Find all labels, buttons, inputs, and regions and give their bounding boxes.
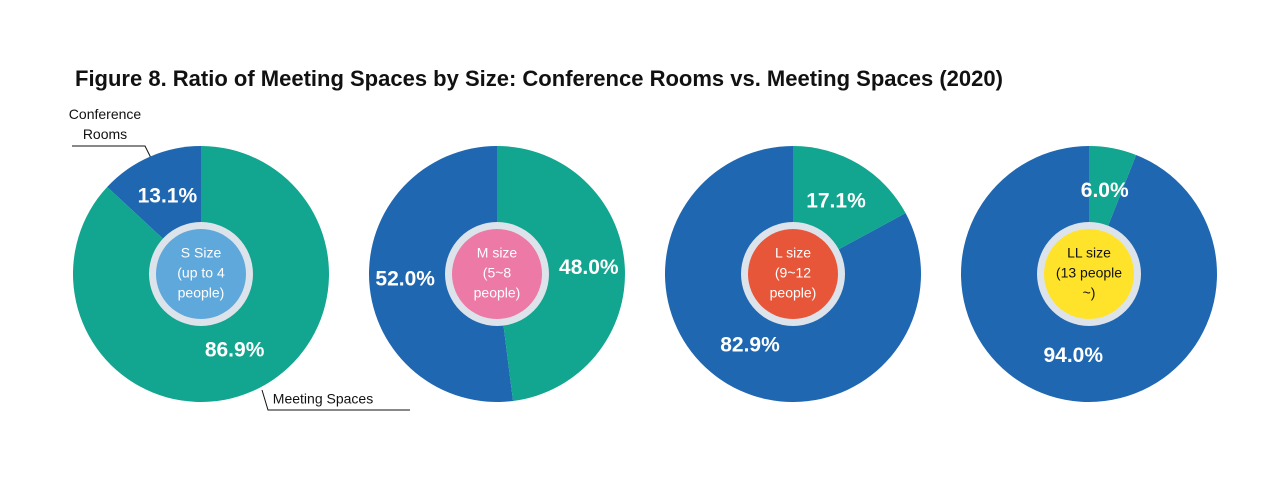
center-label: people) <box>474 285 521 301</box>
value-label: 13.1% <box>138 185 198 208</box>
category-annotation: Meeting Spaces <box>273 391 373 407</box>
annotation-leader <box>72 145 153 161</box>
value-label: 17.1% <box>806 189 866 212</box>
center-label: L size <box>775 245 811 261</box>
value-label: 86.9% <box>205 339 265 362</box>
center-label: (9~12 <box>775 265 811 281</box>
annotation-line: Rooms <box>83 126 127 142</box>
pie-slice <box>369 146 514 402</box>
value-label: 52.0% <box>375 267 435 290</box>
center-label: (5~8 <box>483 265 512 281</box>
center-label: LL size <box>1067 245 1111 261</box>
center-label: S Size <box>181 245 222 261</box>
center-disc <box>748 229 838 319</box>
value-label: 82.9% <box>720 334 780 357</box>
center-disc <box>452 229 542 319</box>
center-label: (up to 4 <box>177 265 225 281</box>
center-label: people) <box>178 285 225 301</box>
center-label: people) <box>770 285 817 301</box>
value-label: 6.0% <box>1081 179 1129 202</box>
value-label: 48.0% <box>559 256 619 279</box>
center-disc <box>156 229 246 319</box>
annotation-leader <box>261 389 410 411</box>
center-disc <box>1044 229 1134 319</box>
center-label: (13 people <box>1056 265 1122 281</box>
chart-title: Figure 8. Ratio of Meeting Spaces by Siz… <box>75 66 1003 91</box>
pie-slice <box>497 146 626 401</box>
category-annotation: Conference Rooms <box>69 106 142 142</box>
annotation-line: Conference <box>69 106 142 122</box>
center-label: ~) <box>1083 285 1096 301</box>
center-label: M size <box>477 245 518 261</box>
value-label: 94.0% <box>1043 344 1103 367</box>
